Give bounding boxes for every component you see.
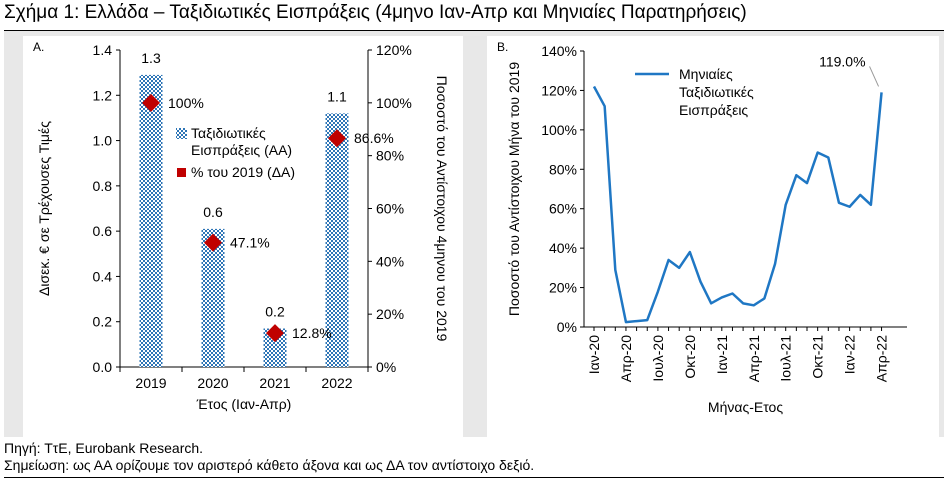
marker-value-label: 86.6% — [354, 130, 394, 146]
panel-b: B. 0% 20% 40% 60% 80% 100% 120% 140% Ιαν-20 Απρ-2… — [487, 36, 939, 439]
legend-marker-label: % του 2019 (ΔΑ) — [191, 164, 295, 180]
y-tick-label: 100% — [541, 122, 577, 138]
x-tick-label: Ιαν-20 — [586, 335, 602, 374]
legend-bar-label: Ταξιδιωτικές — [191, 125, 266, 141]
x-tick-label: 2021 — [259, 375, 290, 391]
chart-b-svg: 0% 20% 40% 60% 80% 100% 120% 140% Ιαν-20 Απρ-20 Ιο… — [506, 43, 907, 415]
source-note: Πηγή: ΤτΕ, Eurobank Research. — [4, 440, 204, 456]
line-series-monthly — [592, 85, 883, 324]
chart-a-svg: 0.0 0.2 0.4 0.6 0.8 1.0 1.2 1.4 0% 20% 40% 60% 80% 10… — [36, 42, 450, 412]
marker-value-label: 47.1% — [230, 235, 270, 251]
right-tick-label: 40% — [376, 253, 404, 269]
legend-line-label: Εισπράξεις — [679, 102, 748, 118]
bar-2019 — [139, 74, 163, 368]
x-tick-label: Ιουλ-21 — [778, 335, 794, 382]
x-tick-label: Ιουλ-20 — [650, 335, 666, 382]
bar-value-label: 0.2 — [265, 304, 285, 320]
x-tick-label: 2022 — [321, 375, 352, 391]
y-tick-label: 0% — [557, 319, 577, 335]
legend-line-label: Μηνιαίες — [679, 66, 733, 82]
x-tick-label: 2019 — [135, 375, 166, 391]
bar-2022 — [325, 113, 349, 368]
x-axis-title: Μήνας-Ετος — [708, 399, 783, 415]
annotation-leader — [869, 66, 880, 87]
y-axis-right-title: Ποσοστό του Αντίστοιχου 4μηνου του 2019 — [434, 76, 450, 342]
x-tick-label: Ιαν-22 — [842, 335, 858, 374]
right-tick-label: 120% — [376, 42, 412, 58]
bar-value-label: 1.1 — [327, 88, 347, 104]
left-tick-label: 1.0 — [93, 133, 113, 149]
y-tick-label: 120% — [541, 82, 577, 98]
marker-2022 — [328, 129, 346, 148]
left-tick-label: 0.6 — [93, 223, 113, 239]
y-axis-title: Δισεκ. € σε Τρέχουσες Τιμές — [36, 121, 52, 296]
bar-2020 — [201, 228, 225, 367]
bar-value-label: 1.3 — [141, 50, 161, 66]
legend-marker-swatch — [177, 168, 186, 177]
legend-bar-swatch — [176, 128, 187, 139]
right-tick-label: 20% — [376, 306, 404, 322]
annotation-label: 119.0% — [819, 53, 865, 69]
right-tick-label: 60% — [376, 201, 404, 217]
panel-a: A. 0.0 0.2 0.4 0.6 0.8 1.0 1.2 1.4 0% 20% 40% 60% 80… — [23, 36, 463, 439]
bottom-divider — [4, 477, 944, 478]
x-axis-title: Έτος (Ιαν-Απρ) — [196, 396, 292, 412]
x-tick-label: Οκτ-21 — [810, 335, 826, 379]
figure-title: Σχήμα 1: Ελλάδα – Ταξιδιωτικές Εισπράξει… — [4, 2, 747, 23]
x-tick-label: Ιαν-21 — [714, 335, 730, 374]
left-tick-label: 0.2 — [93, 314, 113, 330]
panel-a-label: A. — [33, 40, 45, 54]
bar-2021 — [263, 328, 287, 367]
bar-value-label: 0.6 — [203, 204, 223, 220]
legend-line-label: Ταξιδιωτικές — [679, 84, 754, 100]
y-tick-label: 20% — [549, 280, 577, 296]
left-tick-label: 0.8 — [93, 178, 113, 194]
right-tick-label: 0% — [376, 359, 396, 375]
figure-notes: Πηγή: ΤτΕ, Eurobank Research. Σημείωση: … — [4, 440, 534, 474]
y-tick-label: 60% — [549, 201, 577, 217]
right-tick-label: 100% — [376, 95, 412, 111]
left-tick-label: 0.4 — [93, 268, 113, 284]
right-tick-label: 80% — [376, 148, 404, 164]
y-tick-label: 140% — [541, 43, 577, 59]
x-tick-label: Απρ-20 — [618, 335, 634, 382]
left-tick-label: 1.2 — [93, 87, 113, 103]
x-tick-label: Απρ-22 — [874, 335, 890, 382]
x-tick-label: Οκτ-20 — [682, 335, 698, 379]
legend-bar-label: Εισπράξεις (ΑΑ) — [191, 142, 292, 158]
marker-2020 — [204, 233, 222, 252]
marker-value-label: 100% — [168, 95, 204, 111]
remark-note: Σημείωση: ως ΑΑ ορίζουμε τον αριστερό κά… — [4, 457, 535, 473]
marker-2019 — [142, 93, 160, 112]
marker-2021 — [266, 324, 284, 343]
y-tick-label: 80% — [549, 161, 577, 177]
marker-value-label: 12.8% — [292, 325, 332, 341]
panel-b-label: B. — [497, 40, 509, 54]
left-tick-label: 0.0 — [93, 359, 113, 375]
y-tick-label: 40% — [549, 240, 577, 256]
x-tick-label: Απρ-21 — [746, 335, 762, 382]
title-divider — [4, 30, 944, 31]
x-tick-label: 2020 — [197, 375, 228, 391]
left-tick-label: 1.4 — [93, 42, 113, 58]
y-axis-title: Ποσοστό του Αντίστοιχου Μήνα του 2019 — [506, 62, 522, 316]
